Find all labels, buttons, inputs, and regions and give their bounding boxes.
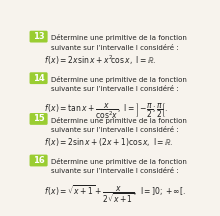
Text: Détermine une primitive de la fonction: Détermine une primitive de la fonction xyxy=(51,76,186,83)
Text: Détermine une primitive de la fonction: Détermine une primitive de la fonction xyxy=(51,34,186,41)
Text: 16: 16 xyxy=(33,156,44,165)
Text: $f\,(x) = \tan x + \dfrac{x}{\cos^2\!x},\ \mathrm{I} = \left]\!-\dfrac{\pi}{2};\: $f\,(x) = \tan x + \dfrac{x}{\cos^2\!x},… xyxy=(44,101,168,121)
Text: 14: 14 xyxy=(33,74,44,83)
Text: 13: 13 xyxy=(33,32,44,41)
Text: suivante sur l’intervalle I considéré :: suivante sur l’intervalle I considéré : xyxy=(51,44,178,51)
FancyBboxPatch shape xyxy=(29,113,48,125)
Text: $f\,(x) = 2\sin x + (2x+1)\cos x,\ \mathrm{I} = \mathbb{R}.$: $f\,(x) = 2\sin x + (2x+1)\cos x,\ \math… xyxy=(44,136,173,148)
Text: Détermine une primitive de la fonction: Détermine une primitive de la fonction xyxy=(51,117,186,124)
Text: $f\,(x) = \sqrt{x+1} + \dfrac{x}{2\sqrt{x+1}},\ \mathrm{I} = {]}0;+\infty{[}.$: $f\,(x) = \sqrt{x+1} + \dfrac{x}{2\sqrt{… xyxy=(44,183,185,205)
Text: Détermine une primitive de la fonction: Détermine une primitive de la fonction xyxy=(51,158,186,165)
Text: $f\,(x) = 2x\sin x + x^2\!\cos x,\ \mathrm{I} = \mathbb{R}.$: $f\,(x) = 2x\sin x + x^2\!\cos x,\ \math… xyxy=(44,53,156,67)
FancyBboxPatch shape xyxy=(29,72,48,84)
FancyBboxPatch shape xyxy=(29,155,48,166)
Text: suivante sur l’intervalle I considéré :: suivante sur l’intervalle I considéré : xyxy=(51,86,178,92)
Text: suivante sur l’intervalle I considéré :: suivante sur l’intervalle I considéré : xyxy=(51,168,178,175)
FancyBboxPatch shape xyxy=(29,31,48,43)
Text: suivante sur l’intervalle I considéré :: suivante sur l’intervalle I considéré : xyxy=(51,127,178,133)
Text: 15: 15 xyxy=(33,114,44,123)
